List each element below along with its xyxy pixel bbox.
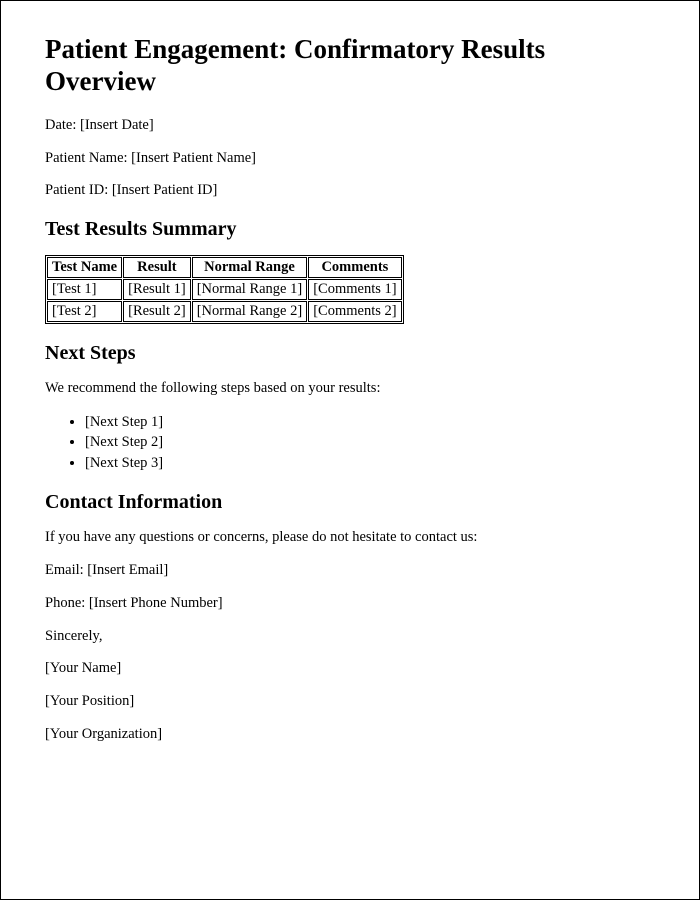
document-page: Patient Engagement: Confirmatory Results… [0, 0, 700, 900]
contact-heading: Contact Information [45, 491, 657, 514]
next-steps-list: [Next Step 1] [Next Step 2] [Next Step 3… [45, 412, 657, 473]
column-header: Normal Range [192, 257, 308, 278]
contact-intro: If you have any questions or concerns, p… [45, 528, 657, 547]
closing: Sincerely, [45, 627, 657, 646]
list-item: [Next Step 3] [85, 453, 657, 473]
test-results-table: Test Name Result Normal Range Comments [… [45, 255, 404, 324]
next-steps-heading: Next Steps [45, 342, 657, 365]
next-steps-intro: We recommend the following steps based o… [45, 379, 657, 398]
contact-phone: Phone: [Insert Phone Number] [45, 594, 657, 613]
table-cell: [Result 1] [123, 279, 191, 300]
table-cell: [Comments 1] [308, 279, 401, 300]
table-header-row: Test Name Result Normal Range Comments [47, 257, 402, 278]
date-field: Date: [Insert Date] [45, 116, 657, 135]
table-row: [Test 2] [Result 2] [Normal Range 2] [Co… [47, 301, 402, 322]
column-header: Test Name [47, 257, 122, 278]
column-header: Result [123, 257, 191, 278]
patient-id-field: Patient ID: [Insert Patient ID] [45, 181, 657, 200]
table-cell: [Normal Range 1] [192, 279, 308, 300]
table-cell: [Comments 2] [308, 301, 401, 322]
contact-email: Email: [Insert Email] [45, 561, 657, 580]
column-header: Comments [308, 257, 401, 278]
signer-org: [Your Organization] [45, 725, 657, 744]
table-cell: [Result 2] [123, 301, 191, 322]
list-item: [Next Step 2] [85, 432, 657, 452]
table-cell: [Test 1] [47, 279, 122, 300]
signer-name: [Your Name] [45, 659, 657, 678]
page-title: Patient Engagement: Confirmatory Results… [45, 33, 657, 98]
signer-position: [Your Position] [45, 692, 657, 711]
table-cell: [Normal Range 2] [192, 301, 308, 322]
patient-name-field: Patient Name: [Insert Patient Name] [45, 149, 657, 168]
test-results-heading: Test Results Summary [45, 218, 657, 241]
table-row: [Test 1] [Result 1] [Normal Range 1] [Co… [47, 279, 402, 300]
table-cell: [Test 2] [47, 301, 122, 322]
list-item: [Next Step 1] [85, 412, 657, 432]
